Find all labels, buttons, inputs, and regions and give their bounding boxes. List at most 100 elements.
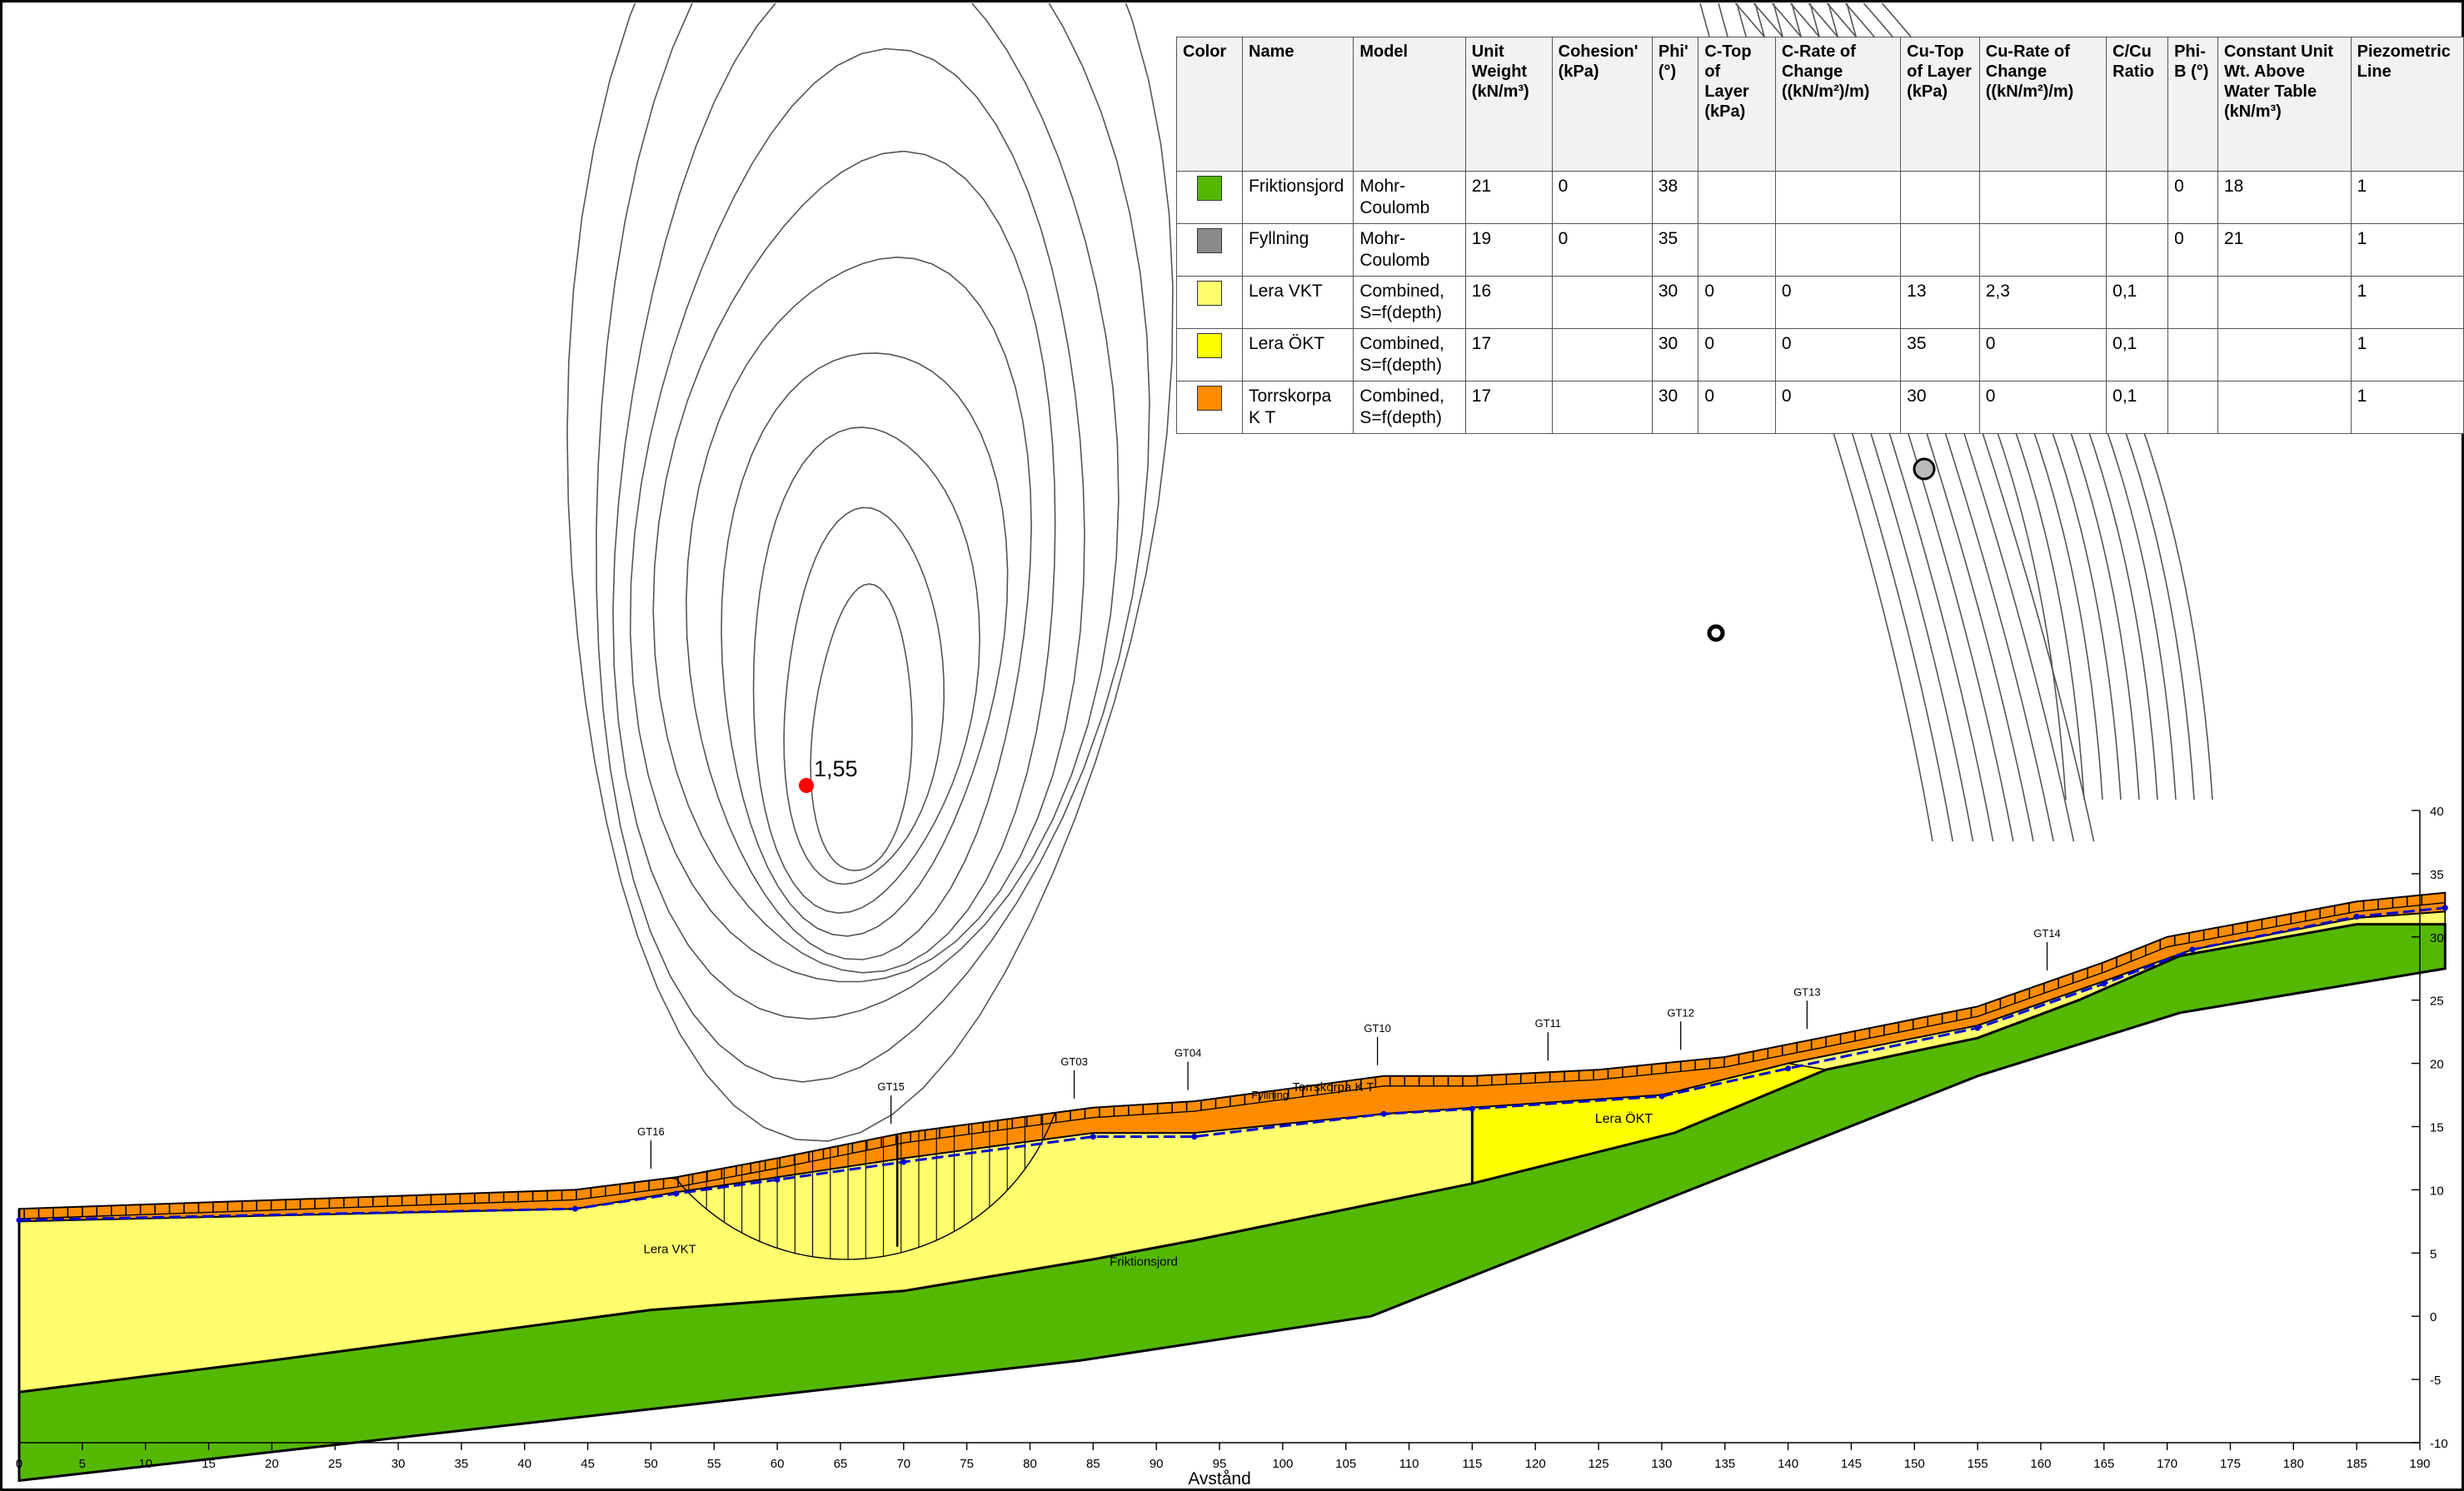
table-header-cell: Cu-Top of Layer (kPa): [1900, 37, 1980, 172]
table-cell: 21: [1464, 171, 1553, 224]
table-cell: Lera VKT: [1241, 276, 1354, 329]
table-cell: [2106, 223, 2169, 277]
y-tick-label: -10: [2430, 1437, 2448, 1451]
hatch-baseline: [18, 902, 2446, 1219]
table-cell: Combined, S=f(depth): [1353, 276, 1466, 329]
table-header-cell: Cohesion' (kPa): [1551, 37, 1653, 172]
table-cell: [1900, 223, 1980, 277]
x-tick-label: 80: [1023, 1457, 1037, 1471]
table-cell: [2167, 328, 2218, 381]
table-cell: Mohr-Coulomb: [1353, 223, 1466, 277]
piezometric-line: [16, 905, 2448, 1224]
table-cell: 13: [1900, 276, 1980, 329]
x-tick-label: 160: [2030, 1457, 2051, 1471]
piezometric-point: [900, 1159, 907, 1165]
x-tick-label: 25: [328, 1457, 342, 1471]
y-tick-label: 25: [2430, 995, 2444, 1009]
piezometric-point: [2189, 946, 2196, 953]
table-cell: [2167, 381, 2218, 434]
table-cell: 1: [2350, 171, 2464, 224]
table-cell: [2217, 276, 2352, 329]
x-tick-label: 130: [1651, 1457, 1672, 1471]
table-header-cell: Model: [1353, 37, 1466, 172]
x-tick-label: 45: [581, 1457, 595, 1471]
fos-contour: [721, 352, 1009, 937]
fos-spot: [1913, 457, 1936, 481]
table-cell: [1978, 223, 2107, 277]
table-cell: [2217, 381, 2352, 434]
table-cell: 16: [1464, 276, 1553, 329]
table-header-cell: Color: [1176, 37, 1243, 172]
piezometric-point: [774, 1176, 781, 1183]
x-tick-label: 40: [517, 1457, 531, 1471]
fos-contour: [783, 506, 945, 885]
fos-contour: [810, 583, 913, 871]
table-cell: Torrskorpa K T: [1241, 381, 1354, 434]
borehole-label: GT16: [637, 1125, 665, 1138]
layer-label-friktionsjord: Friktionsjord: [1110, 1254, 1178, 1269]
table-cell: 0: [2167, 223, 2218, 277]
x-tick-label: 140: [1778, 1457, 1798, 1471]
table-row: Lera VKT Combined, S=f(depth) 16 30 0 0 13 2,3 0…: [1176, 276, 2464, 329]
x-tick-label: 190: [2409, 1457, 2430, 1471]
x-tick-label: 120: [1525, 1457, 1546, 1471]
piezometric-point: [16, 1217, 22, 1224]
material-color-cell: [1176, 381, 1243, 434]
table-header-cell: Piezometric Line: [2350, 37, 2464, 172]
y-tick-label: 5: [2430, 1247, 2437, 1261]
table-cell: [1698, 223, 1776, 277]
layer-label-torrskorpa: Torrskorpa K T: [1292, 1080, 1374, 1095]
material-color-swatch: [1197, 386, 1222, 411]
table-header-cell: Phi' (°): [1651, 37, 1699, 172]
fos-contour: [612, 3, 1120, 1020]
x-tick-label: 115: [1462, 1457, 1482, 1471]
table-row: Torrskorpa K T Combined, S=f(depth) 17 30 0 0…: [1176, 381, 2464, 434]
section-axes: 0 5 10 15 20 25 30 35 40 45 50 55 60 65 70 75 80 85 90 95 10…: [16, 805, 2448, 1489]
piezometric-point: [1090, 1134, 1096, 1140]
fos-contour: [752, 426, 980, 915]
y-tick-label: 0: [2430, 1310, 2437, 1324]
x-tick-label: 20: [265, 1457, 279, 1471]
borehole-label: GT04: [1175, 1047, 1202, 1060]
x-tick-label: 180: [2283, 1457, 2304, 1471]
piezometric-polyline: [18, 906, 2446, 1222]
table-cell: 0: [1698, 276, 1776, 329]
soil-layers: [17, 891, 2447, 1483]
piezometric-point: [571, 1205, 578, 1212]
borehole-label: GT03: [1060, 1055, 1088, 1068]
x-tick-label: 5: [79, 1457, 86, 1471]
table-cell: Fyllning: [1241, 223, 1354, 277]
table-cell: Mohr-Coulomb: [1353, 171, 1466, 224]
material-color-cell: [1176, 276, 1243, 329]
piezometric-point: [1658, 1093, 1665, 1100]
table-cell: 1: [2350, 381, 2464, 434]
table-cell: 0: [1978, 381, 2107, 434]
x-tick-label: 110: [1399, 1457, 1419, 1471]
table-cell: 35: [1651, 223, 1699, 277]
table-row: Lera ÖKT Combined, S=f(depth) 17 30 0 0 35 0 0,1…: [1176, 328, 2464, 381]
table-cell: Combined, S=f(depth): [1353, 328, 1466, 381]
borehole-label: GT10: [1364, 1022, 1391, 1035]
material-color-cell: [1176, 171, 1243, 224]
fos-label: 1,55: [814, 756, 858, 781]
y-tick-label: 10: [2430, 1184, 2444, 1198]
x-tick-label: 185: [2347, 1457, 2367, 1471]
y-tick-label: -5: [2430, 1374, 2441, 1388]
table-cell: 30: [1651, 328, 1699, 381]
piezometric-point: [2353, 914, 2360, 920]
table-cell: [1774, 223, 1902, 277]
y-tick-label: 40: [2430, 805, 2444, 819]
x-axis-title: Avstånd: [1188, 1469, 1251, 1489]
piezometric-point: [1380, 1110, 1387, 1117]
table-cell: 0,1: [2106, 328, 2169, 381]
y-tick-label: 15: [2430, 1121, 2444, 1135]
table-row: Friktionsjord Mohr-Coulomb 21 0 38 0 18 1: [1176, 171, 2464, 224]
table-cell: 35: [1900, 328, 1980, 381]
material-properties-table: Color Name Model Unit Weight (kN/m³) Cohesio…: [1176, 37, 2464, 434]
x-tick-label: 10: [138, 1457, 152, 1471]
table-cell: 0: [1978, 328, 2107, 381]
material-color-swatch: [1197, 333, 1222, 358]
fos-contour: [652, 150, 1056, 974]
x-tick-label: 70: [896, 1457, 910, 1471]
crust-hatching: [23, 895, 2423, 1219]
